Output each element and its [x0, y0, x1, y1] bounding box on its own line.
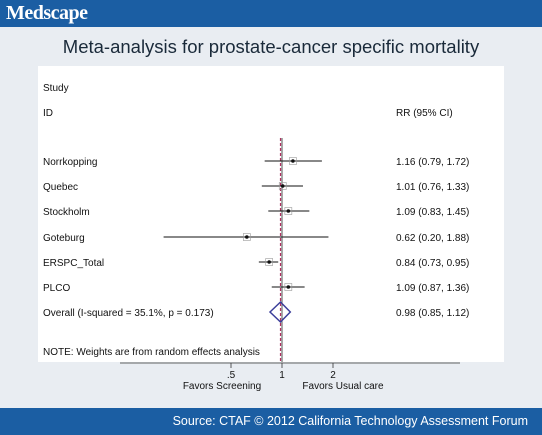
point-estimate [245, 235, 249, 239]
overall-effect-label: 0.98 (0.85, 1.12) [396, 308, 469, 319]
header-bar: Medscape [0, 0, 542, 27]
point-estimate [267, 260, 271, 264]
overall-label: Overall (I-squared = 35.1%, p = 0.173) [43, 308, 214, 319]
x-tick-label: .5 [227, 370, 236, 381]
effect-label: 0.62 (0.20, 1.88) [396, 233, 469, 244]
study-label: Stockholm [43, 207, 90, 218]
effect-label: 0.84 (0.73, 0.95) [396, 258, 469, 269]
overall-diamond [268, 300, 292, 324]
study-header: Study [43, 83, 69, 94]
weight-box [284, 207, 293, 215]
footer-bar: Source: CTAF © 2012 California Technolog… [0, 408, 542, 435]
point-estimate [286, 285, 291, 289]
study-label: PLCO [43, 283, 70, 294]
favors-left-label: Favors Screening [183, 381, 261, 392]
effect-label: 1.09 (0.83, 1.45) [396, 207, 469, 218]
x-tick-label: 1 [279, 370, 285, 381]
study-label: ERSPC_Total [43, 258, 104, 269]
medscape-logo: Medscape [6, 2, 88, 24]
study-label: Quebec [43, 182, 78, 193]
source-credit: Source: CTAF © 2012 California Technolog… [172, 414, 528, 428]
effect-label: 1.01 (0.76, 1.33) [396, 182, 469, 193]
weight-box [289, 157, 297, 165]
chart-title: Meta-analysis for prostate-cancer specif… [62, 36, 480, 57]
weight-box [265, 258, 273, 266]
effect-header: RR (95% CI) [396, 108, 453, 119]
weights-note: NOTE: Weights are from random effects an… [43, 347, 260, 358]
weight-box [278, 182, 287, 190]
point-estimate [291, 159, 295, 163]
x-tick-label: 2 [330, 370, 336, 381]
effect-label: 1.09 (0.87, 1.36) [396, 283, 469, 294]
id-header: ID [43, 108, 53, 119]
study-label: Norrkopping [43, 157, 97, 168]
weight-box [243, 233, 251, 241]
effect-label: 1.16 (0.79, 1.72) [396, 157, 469, 168]
weight-box [284, 283, 293, 291]
favors-right-label: Favors Usual care [302, 381, 384, 392]
study-label: Goteburg [43, 233, 85, 244]
point-estimate [280, 184, 285, 188]
point-estimate [286, 209, 291, 213]
